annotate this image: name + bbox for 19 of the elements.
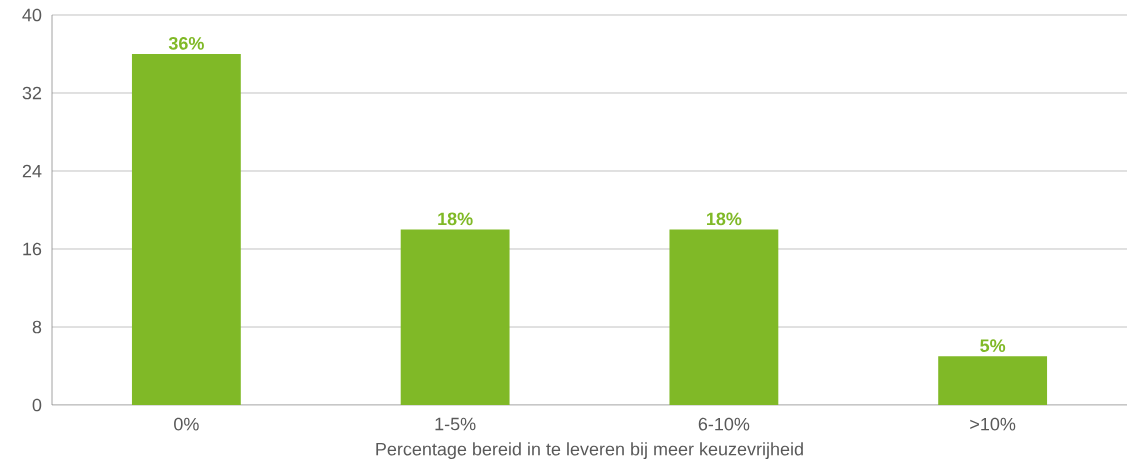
y-tick-label: 16 [23, 242, 42, 256]
bar [938, 356, 1048, 405]
x-tick-label: >10% [970, 417, 1016, 431]
bar [669, 229, 779, 405]
data-label: 18% [438, 212, 473, 226]
y-tick-label: 8 [32, 320, 42, 334]
y-tick-label: 32 [22, 86, 42, 100]
data-label: 5% [980, 339, 1006, 352]
bar [131, 54, 241, 405]
data-label: 36% [168, 36, 204, 50]
x-tick-label: 6-10% [698, 417, 750, 431]
x-tick-label: 1-5% [435, 417, 476, 431]
bar [400, 229, 510, 405]
x-axis-title: Percentage bereid in te leveren bij meer keuzevrijheid [376, 442, 803, 460]
x-tick-label: 0% [174, 417, 199, 431]
y-tick-label: 40 [22, 8, 42, 22]
y-tick-label: 24 [22, 164, 42, 178]
y-tick-label: 0 [32, 398, 42, 412]
data-label: 18% [707, 212, 742, 226]
